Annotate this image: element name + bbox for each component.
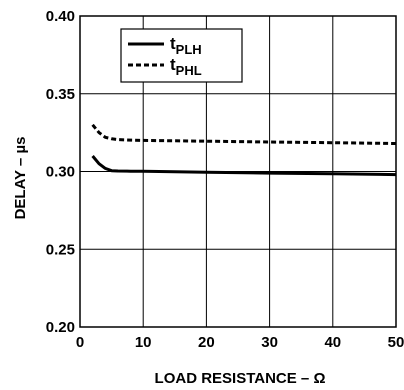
- x-tick-label: 30: [261, 334, 278, 351]
- x-tick-label: 40: [324, 334, 341, 351]
- legend-label-tphl-sub: PHL: [176, 63, 202, 78]
- y-axis-title: DELAY – µs: [12, 137, 29, 220]
- x-tick-label: 10: [135, 334, 152, 351]
- y-tick-labels: 0.20 0.25 0.30 0.35 0.40: [46, 8, 75, 336]
- x-axis-title: LOAD RESISTANCE – Ω: [155, 370, 326, 387]
- x-tick-label: 20: [198, 334, 215, 351]
- x-tick-labels: 0 10 20 30 40 50: [76, 334, 404, 351]
- x-tick-label: 0: [76, 334, 84, 351]
- legend-label-tplh-main: t: [170, 34, 176, 53]
- legend-box: [120, 28, 243, 83]
- legend-label-tplh-sub: PLH: [176, 42, 202, 57]
- legend-label-tphl-main: t: [170, 55, 176, 74]
- y-tick-label: 0.40: [46, 8, 75, 25]
- y-tick-label: 0.20: [46, 319, 75, 336]
- legend: tPLH tPHL: [120, 28, 243, 83]
- y-tick-label: 0.30: [46, 164, 75, 181]
- legend-label-tphl: tPHL: [170, 55, 202, 78]
- series-lines: [91, 123, 397, 177]
- y-tick-label: 0.25: [46, 241, 75, 258]
- x-tick-label: 50: [388, 334, 404, 351]
- series-line-tplh: [91, 155, 397, 177]
- y-tick-label: 0.35: [46, 86, 75, 103]
- legend-label-tplh: tPLH: [170, 34, 202, 57]
- series-line-tphl: [91, 123, 397, 145]
- plot-frame: [79, 15, 397, 328]
